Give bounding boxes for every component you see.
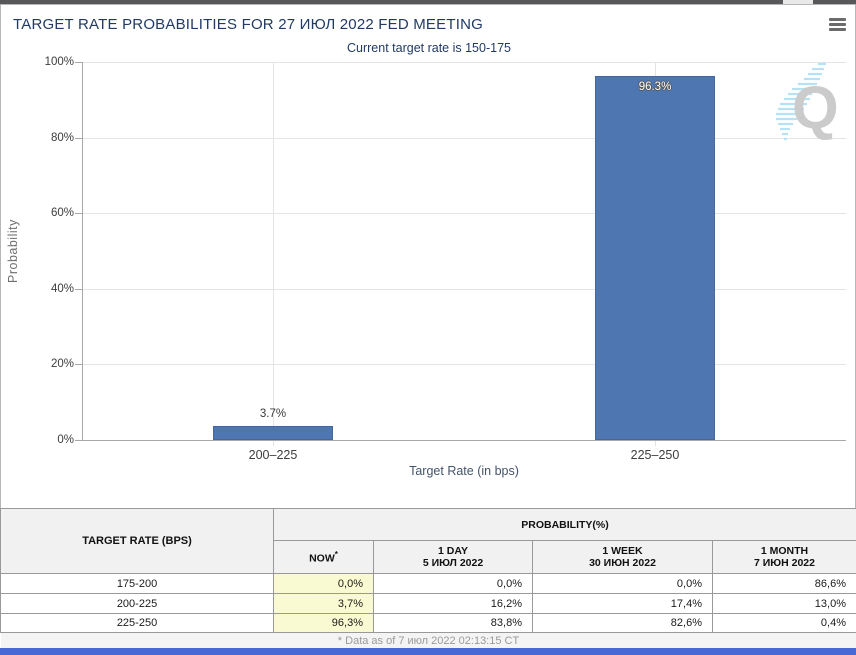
y-tick-label: 80% (50, 132, 74, 144)
x-tick-label: 225–250 (630, 448, 680, 462)
x-tick-label: 200–225 (248, 448, 298, 462)
week-cell: 82,6% (532, 613, 713, 633)
gridline (82, 62, 846, 63)
bar-value-label: 96.3% (638, 81, 672, 93)
watermark-letter: Q (792, 74, 839, 141)
y-axis-tick (75, 440, 82, 441)
quikstrike-logo-icon: Q (776, 62, 839, 141)
y-axis-tick (75, 289, 82, 290)
data-as-of-footnote: * Data as of 7 июл 2022 02:13:15 CT (0, 632, 856, 649)
y-tick-label: 0% (57, 434, 74, 446)
table-row: 175-200 0,0% 0,0% 0,0% 86,6% (0, 573, 856, 594)
y-axis-tick (75, 138, 82, 139)
gridline (82, 364, 846, 365)
gridline (82, 289, 846, 290)
month-cell: 13,0% (712, 593, 856, 614)
y-axis-tick (75, 62, 82, 63)
gridline (82, 138, 846, 139)
col-header-target-rate: TARGET RATE (BPS) (0, 508, 274, 574)
x-axis (82, 440, 846, 441)
bar-200-225[interactable] (213, 426, 333, 440)
rate-range-cell: 225-250 (0, 613, 274, 633)
bar-value-label: 3.7% (259, 408, 287, 420)
y-axis-tick (75, 364, 82, 365)
col-header-1day: 1 DAY 5 ИЮЛ 2022 (373, 540, 533, 574)
probability-bar-chart: 0% 20% 40% 60% 80% 100% Probability (6, 56, 846, 478)
day-cell: 16,2% (373, 593, 533, 614)
top-strip-notch (783, 0, 813, 4)
y-tick-label: 40% (50, 283, 74, 295)
gridline (82, 213, 846, 214)
x-axis-title: Target Rate (in bps) (409, 464, 519, 478)
y-axis (82, 62, 83, 441)
hamburger-menu-icon[interactable] (829, 18, 846, 34)
col-header-probability: PROBABILITY(%) (273, 508, 856, 541)
page-title: TARGET RATE PROBABILITIES FOR 27 ИЮЛ 202… (13, 16, 483, 33)
y-axis-title: Probability (6, 219, 20, 283)
now-cell: 96,3% (273, 613, 374, 633)
probability-table: TARGET RATE (BPS) PROBABILITY(%) NOW* 1 … (0, 508, 856, 649)
day-cell: 83,8% (373, 613, 533, 633)
y-tick-label: 60% (50, 207, 74, 219)
month-cell: 86,6% (712, 573, 856, 594)
y-tick-label: 20% (50, 358, 74, 370)
now-cell: 0,0% (273, 573, 374, 594)
now-cell: 3,7% (273, 593, 374, 614)
current-target-rate-text: Current target rate is 150-175 (347, 41, 511, 55)
top-strip (0, 0, 856, 4)
bar-225-250[interactable] (595, 76, 715, 440)
bottom-accent-bar (0, 648, 856, 655)
y-tick-label: 100% (44, 56, 74, 68)
table-row: 200-225 3,7% 16,2% 17,4% 13,0% (0, 593, 856, 614)
rate-range-cell: 175-200 (0, 573, 274, 594)
day-cell: 0,0% (373, 573, 533, 594)
week-cell: 0,0% (532, 573, 713, 594)
table-row: 225-250 96,3% 83,8% 82,6% 0,4% (0, 613, 856, 633)
col-header-now: NOW* (273, 540, 374, 574)
gridline (273, 62, 274, 446)
y-axis-tick (75, 213, 82, 214)
col-header-1month: 1 MONTH 7 ИЮН 2022 (712, 540, 856, 574)
week-cell: 17,4% (532, 593, 713, 614)
rate-range-cell: 200-225 (0, 593, 274, 614)
col-header-1week: 1 WEEK 30 ИЮН 2022 (532, 540, 713, 574)
month-cell: 0,4% (712, 613, 856, 633)
